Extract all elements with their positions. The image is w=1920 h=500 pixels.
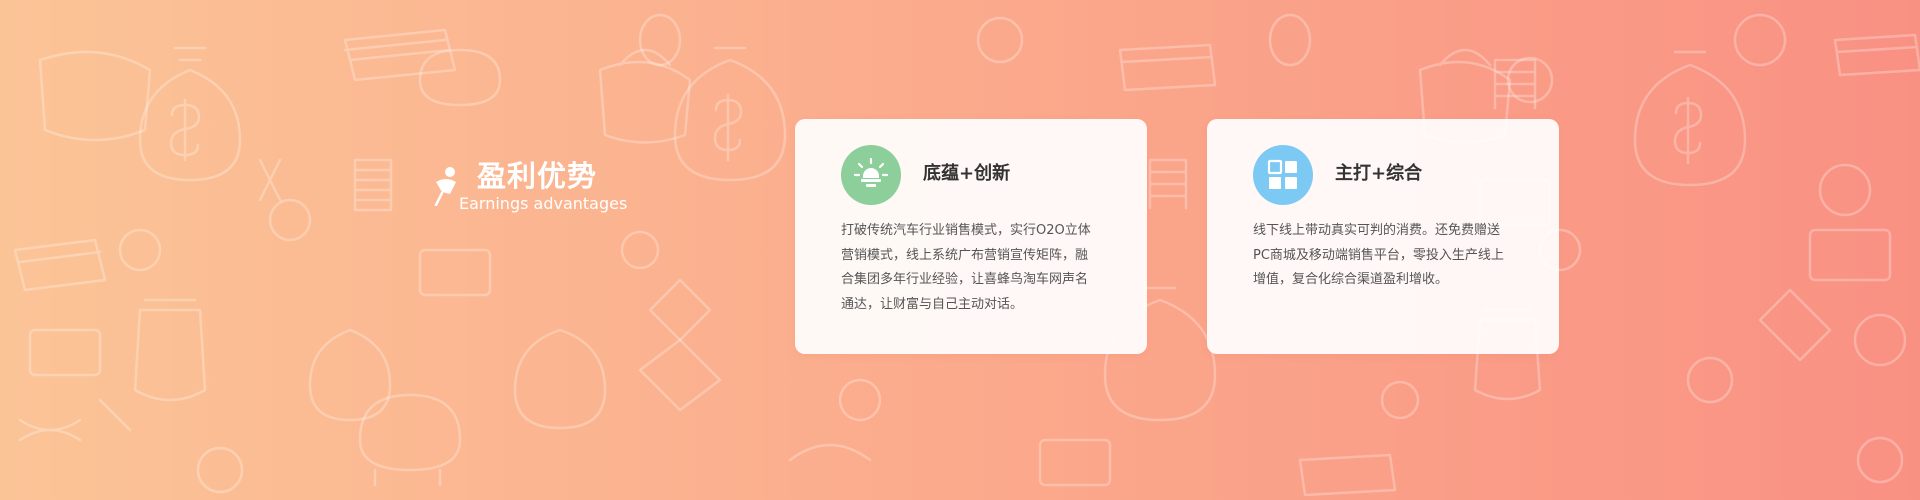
section-subtitle: Earnings advantages	[459, 194, 628, 213]
card-description-line: 通达，让财富与自己主动对话。	[841, 296, 1024, 312]
card-description: 线下线上带动真实可判的消费。还免费赠送 PC商城及移动端销售平台，零投入生产线上…	[1253, 219, 1525, 293]
card-description-line: 打破传统汽车行业销售模式，实行O2O立体	[841, 223, 1091, 238]
grid-icon	[1267, 159, 1297, 189]
card-description-line: 增值，复合化综合渠道盈利增收。	[1253, 272, 1449, 287]
section-title: 盈利优势	[477, 159, 598, 193]
lightbulb-icon	[853, 157, 889, 187]
card-description-line: PC商城及移动端销售平台，零投入生产线上	[1253, 247, 1504, 263]
feature-card-core-comprehensive: 主打+综合 线下线上带动真实可判的消费。还免费赠送 PC商城及移动端销售平台，零…	[1207, 119, 1559, 354]
card-title: 主打+综合	[1335, 163, 1423, 184]
pen-badge-icon	[434, 167, 456, 206]
card-description-line: 合集团多年行业经验，让喜蜂鸟淘车网声名	[841, 272, 1089, 287]
card-description-line: 营销模式，线上系统广布营销宣传矩阵，融	[841, 247, 1089, 263]
card-description: 打破传统汽车行业销售模式，实行O2O立体 营销模式，线上系统广布营销宣传矩阵，融…	[841, 219, 1113, 317]
card-title: 底蕴+创新	[923, 163, 1011, 184]
lightbulb-icon-badge	[841, 145, 901, 205]
feature-card-heritage-innovation: 底蕴+创新 打破传统汽车行业销售模式，实行O2O立体 营销模式，线上系统广布营销…	[795, 119, 1147, 354]
card-description-line: 线下线上带动真实可判的消费。还免费赠送	[1253, 223, 1501, 238]
section-heading: 盈利优势 Earnings advantages	[432, 158, 632, 218]
grid-icon-badge	[1253, 145, 1313, 205]
